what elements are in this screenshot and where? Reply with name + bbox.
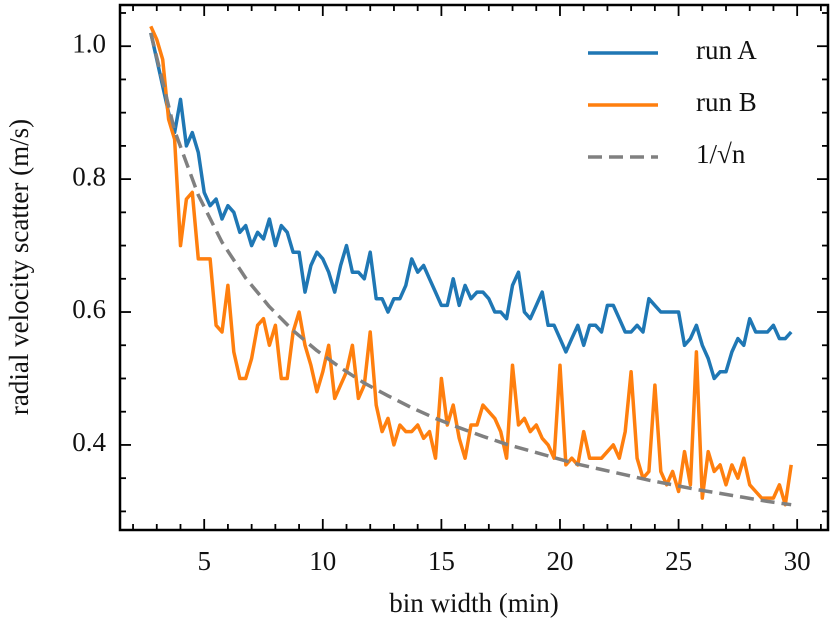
plot-frame bbox=[118, 3, 830, 532]
x-tick-label: 5 bbox=[197, 546, 211, 576]
x-tick-label: 10 bbox=[309, 546, 336, 576]
y-axis-label: radial velocity scatter (m/s) bbox=[4, 119, 34, 415]
x-tick-label: 30 bbox=[784, 546, 811, 576]
y-tick-label: 0.6 bbox=[72, 294, 106, 324]
y-tick-label: 1.0 bbox=[72, 28, 106, 58]
x-tick-label: 25 bbox=[665, 546, 692, 576]
x-tick-label: 20 bbox=[546, 546, 573, 576]
x-axis-label: bin width (min) bbox=[389, 588, 559, 618]
legend-label: run A bbox=[696, 35, 757, 65]
series-line bbox=[149, 32, 792, 507]
y-tick-label: 0.8 bbox=[72, 161, 106, 191]
series-line bbox=[149, 25, 793, 507]
legend-label: 1/√n bbox=[696, 139, 746, 169]
x-tick-label: 15 bbox=[428, 546, 455, 576]
y-tick-label: 0.4 bbox=[72, 427, 106, 457]
series-line bbox=[149, 32, 793, 381]
legend-label: run B bbox=[696, 87, 757, 117]
